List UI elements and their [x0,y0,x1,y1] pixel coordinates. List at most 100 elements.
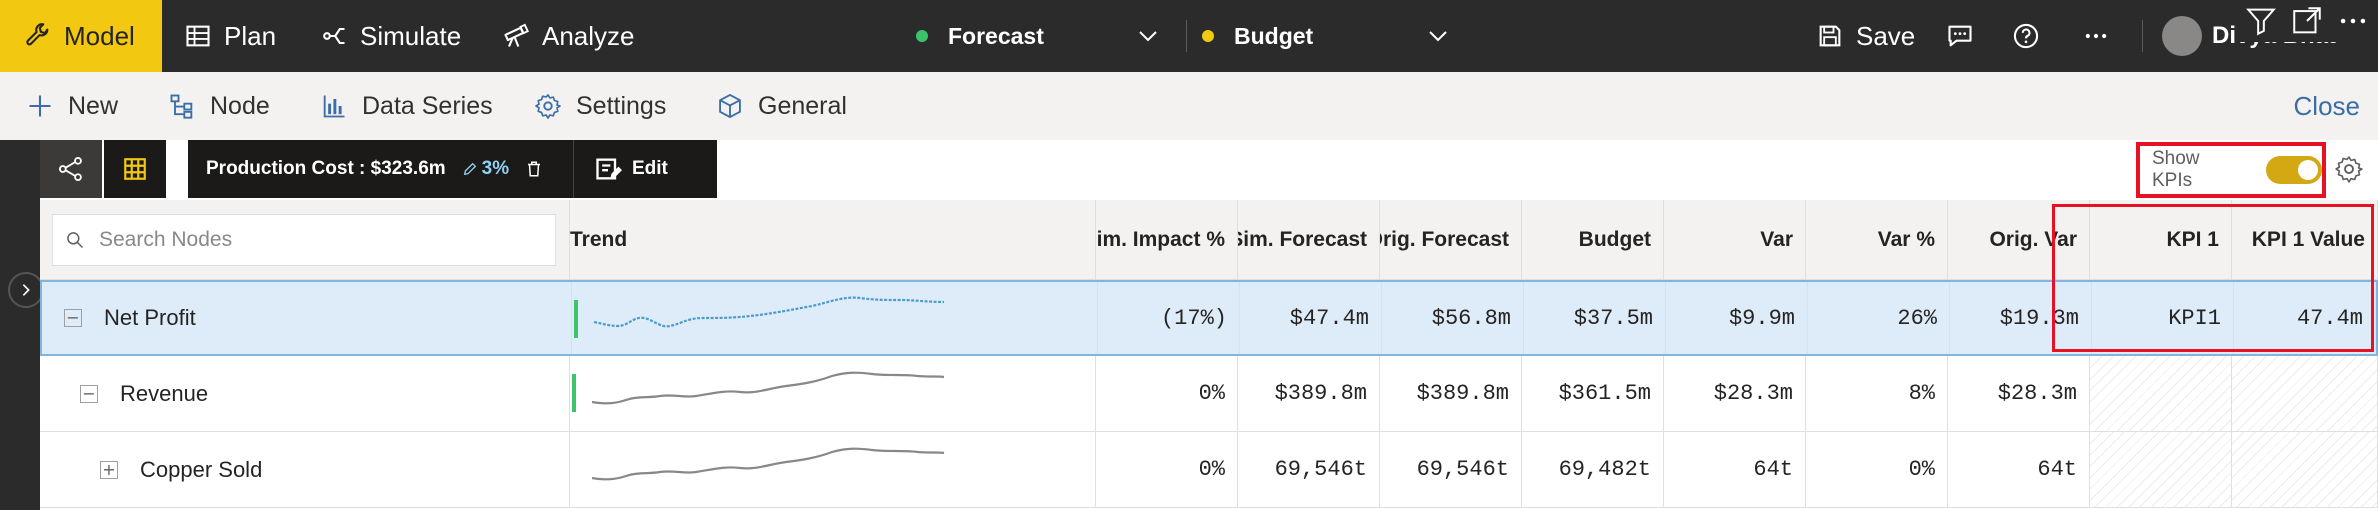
header-sim-impact[interactable]: Sim. Impact % [1096,200,1238,280]
tab-model-label: Model [64,20,135,51]
cell-sim-impact: 0% [1096,432,1238,507]
cell-var-pct: 8% [1806,356,1948,431]
trend-sparkline [592,371,945,405]
trash-icon[interactable] [525,160,543,178]
left-panel-strip [0,140,40,510]
header-sim-forecast[interactable]: Sim. Forecast [1238,200,1380,280]
header-kpi1[interactable]: KPI 1 [2090,200,2232,280]
tab-simulate[interactable]: Simulate [320,0,461,72]
general-button[interactable]: General [716,72,847,140]
collapse-button[interactable]: − [80,384,98,403]
focus-mode-icon[interactable] [2290,4,2324,38]
selected-node-pct-value: 3% [481,158,510,179]
chevron-right-icon [22,284,30,296]
cell-orig-forecast: $56.8m [1382,282,1524,354]
scenario-a-dropdown[interactable]: Forecast [916,0,1044,72]
row-name: Revenue [120,380,209,406]
cell-sim-forecast: $47.4m [1240,282,1382,354]
cell-var-pct: 26% [1808,282,1950,354]
data-series-button[interactable]: Data Series [320,72,493,140]
grid-view-button[interactable] [104,140,166,198]
graph-view-button[interactable] [40,140,102,198]
grid-toolbar: Production Cost : $323.6m 3% Edit [40,140,2378,200]
trend-indicator [574,300,578,338]
show-kpis-toggle[interactable] [2266,156,2322,184]
bar-chart-icon [320,92,348,120]
expand-button[interactable]: + [100,460,118,479]
cell-budget: $361.5m [1522,356,1664,431]
node-label: Node [210,91,270,120]
more-options-icon[interactable] [2336,4,2370,38]
table-icon [184,22,212,50]
tab-plan[interactable]: Plan [184,0,276,72]
save-icon [1816,22,1844,50]
search-icon [67,232,84,249]
new-button[interactable]: New [26,72,118,140]
table-row[interactable]: − Revenue 0% $389.8m $389.8m $361.5m $28… [40,356,2378,432]
grid-icon [124,158,146,180]
header-orig-forecast[interactable]: Orig. Forecast [1380,200,1522,280]
tab-analyze-label: Analyze [542,20,635,51]
comment-button[interactable] [1946,0,1986,72]
kpi-settings-icon[interactable] [2334,154,2364,184]
selected-node-label: Production Cost : $323.6m [206,158,446,179]
header-var-pct[interactable]: Var % [1806,200,1948,280]
cell-var-pct: 0% [1806,432,1948,507]
cell-orig-forecast: $389.8m [1380,356,1522,431]
selected-node-pct[interactable]: 3% [462,158,509,180]
cell-budget: $37.5m [1524,282,1666,354]
comment-icon [1946,22,1974,50]
wrench-icon [24,22,52,50]
table-row[interactable]: − Net Profit (17%) $47.4m $56.8m $37.5m … [40,280,2378,356]
cube-icon [716,92,744,120]
selected-node-info: Production Cost : $323.6m 3% [188,140,608,198]
cell-kpi1 [2090,356,2232,431]
cell-var: 64t [1664,432,1806,507]
scenario-b-dot [1202,30,1214,42]
tab-simulate-label: Simulate [360,20,462,51]
expand-panel-button[interactable] [8,272,44,308]
settings-label: Settings [576,91,667,120]
scenario-a-label: Forecast [948,22,1044,49]
help-button[interactable] [2012,0,2052,72]
share-graph-icon [58,156,82,182]
node-button[interactable]: Node [168,72,270,140]
general-label: General [758,91,847,120]
chevron-down-icon[interactable] [1136,24,1160,48]
save-button[interactable]: Save [1816,0,1915,72]
node-grid: Trend Sim. Impact % Sim. Forecast Orig. … [40,200,2378,510]
table-row[interactable]: + Copper Sold 0% 69,546t 69,546t 69,482t… [40,432,2378,508]
cell-orig-var: 64t [1948,432,2090,507]
node-icon [168,92,196,120]
edit-button[interactable]: Edit [573,140,717,198]
divider [2142,20,2143,52]
header-var[interactable]: Var [1664,200,1806,280]
close-button[interactable]: Close [2293,90,2360,121]
show-kpis-toggle-group: Show KPIs [2136,142,2326,198]
scenario-b-dropdown[interactable]: Budget [1202,0,1313,72]
header-kpi1-value[interactable]: KPI 1 Value [2232,200,2378,280]
more-button[interactable] [2082,0,2122,72]
cell-var: $28.3m [1664,356,1806,431]
cell-orig-var: $19.3m [1950,282,2092,354]
search-nodes[interactable] [52,214,556,266]
tab-model[interactable]: Model [0,0,162,72]
collapse-button[interactable]: − [64,309,82,327]
branch-icon [320,22,348,50]
trend-cell [572,282,1098,354]
filter-icon[interactable] [2244,4,2278,38]
tab-analyze[interactable]: Analyze [502,0,635,72]
header-trend[interactable]: Trend [570,200,1096,280]
header-orig-var[interactable]: Orig. Var [1948,200,2090,280]
plus-icon [26,92,54,120]
settings-button[interactable]: Settings [534,72,666,140]
gear-icon [534,92,562,120]
chevron-down-icon[interactable] [1426,24,1450,48]
cell-var: $9.9m [1666,282,1808,354]
search-input[interactable] [97,227,521,253]
row-name-cell: − Net Profit [42,282,572,354]
trend-indicator [572,374,576,412]
trend-cell [570,432,1096,507]
header-budget[interactable]: Budget [1522,200,1664,280]
toggle-knob [2298,160,2318,180]
